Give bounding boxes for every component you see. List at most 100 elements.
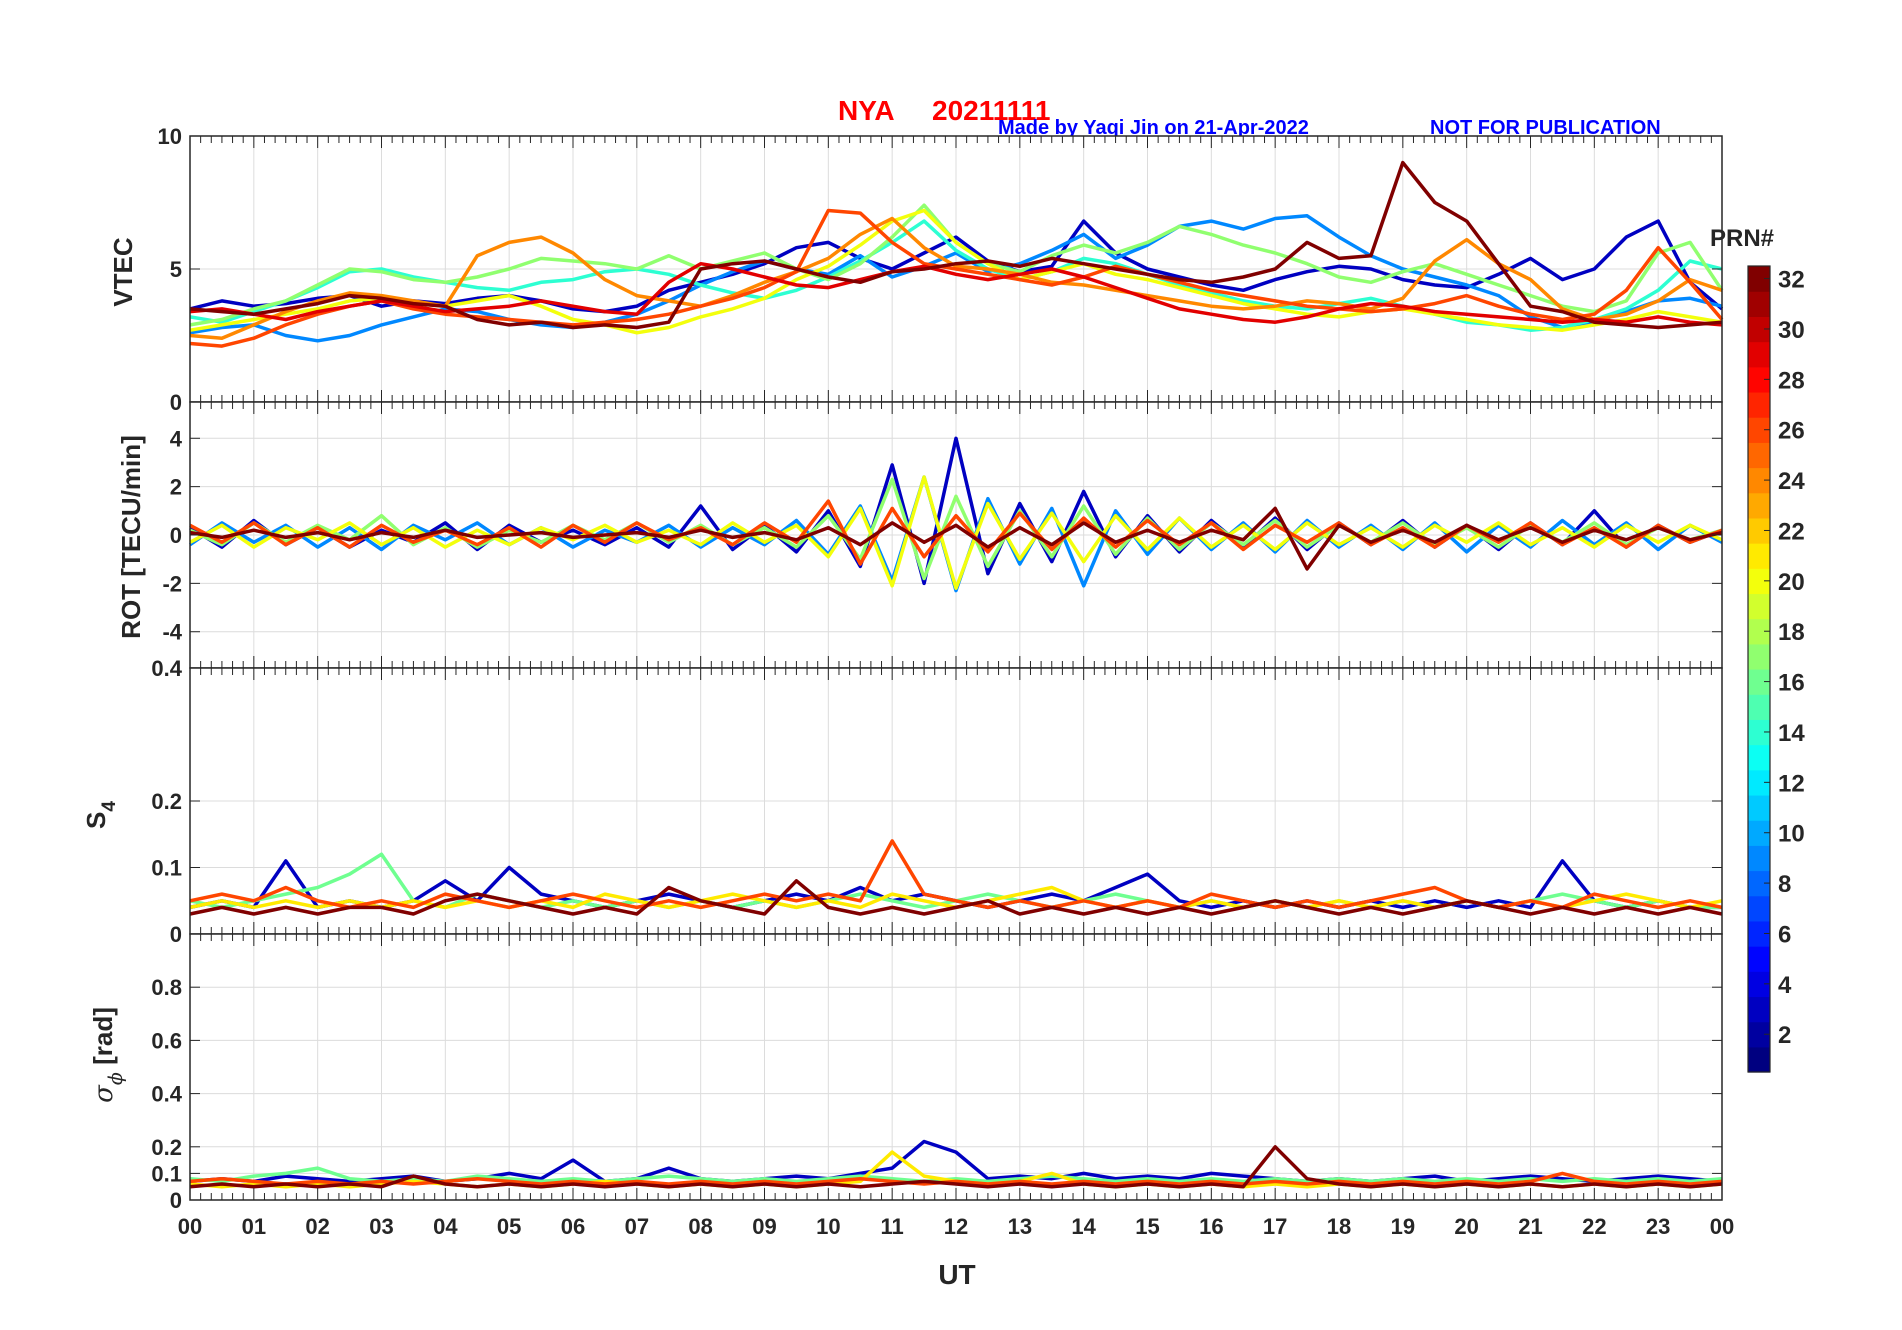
colorbar-tick-label: 20 <box>1778 569 1805 596</box>
colorbar-tick-label: 32 <box>1778 267 1805 294</box>
colorbar-tick-label: 14 <box>1778 720 1805 747</box>
s4-series <box>189 839 1723 916</box>
x-tick-label: 19 <box>1391 1214 1415 1239</box>
colorbar-swatch <box>1748 618 1770 645</box>
vtec-ylabel: VTEC <box>108 237 138 307</box>
x-tick-label: 21 <box>1518 1214 1542 1239</box>
sigma-ytick-label: 0.8 <box>151 975 182 1000</box>
sigma-ytick-label: 0.6 <box>151 1028 182 1053</box>
colorbar-swatch <box>1748 669 1770 695</box>
vtec-ytick-label: 5 <box>170 257 182 282</box>
colorbar-swatch <box>1748 820 1770 846</box>
sigma-ylabel: σϕ [rad] <box>88 1007 127 1103</box>
colorbar-tick-label: 10 <box>1778 821 1805 848</box>
x-tick-label: 13 <box>1008 1214 1032 1239</box>
prn-32-trace <box>189 1145 1723 1189</box>
colorbar-tick-label: 26 <box>1778 418 1805 445</box>
sigma-ytick-label: 0.4 <box>151 1082 182 1107</box>
x-tick-label: 15 <box>1135 1214 1159 1239</box>
colorbar-swatch <box>1748 996 1770 1023</box>
colorbar-swatch <box>1748 920 1770 947</box>
x-tick-label: 06 <box>561 1214 585 1239</box>
vtec-panel: 0 5 10 <box>158 124 1724 415</box>
colorbar-swatch <box>1748 794 1770 821</box>
x-tick-label: 14 <box>1071 1214 1096 1239</box>
sigma-ylabel-unit: [rad] <box>88 1007 118 1072</box>
colorbar-tick-label: 30 <box>1778 317 1805 344</box>
colorbar-swatch <box>1748 744 1770 771</box>
prn-32-trace <box>189 506 1723 571</box>
colorbar-swatch <box>1748 316 1770 343</box>
x-tick-label: 03 <box>369 1214 393 1239</box>
sigma-panel: 00.10.2 0.4 0.6 0.8 <box>151 933 1723 1213</box>
colorbar-swatch <box>1748 517 1770 544</box>
colorbar-swatch <box>1748 895 1770 922</box>
x-tick-label: 00 <box>178 1214 202 1239</box>
colorbar-swatch <box>1748 391 1770 418</box>
x-tick-label: 11 <box>881 1214 904 1239</box>
x-tick-label: 17 <box>1263 1214 1287 1239</box>
x-tick-label: 09 <box>752 1214 776 1239</box>
svg-text:σϕ [rad]: σϕ [rad] <box>88 1007 127 1103</box>
rot-ytick-label: 4 <box>170 426 183 451</box>
colorbar-tick-label: 2 <box>1778 1022 1791 1049</box>
prn-26-trace <box>189 208 1724 348</box>
colorbar-swatch <box>1748 971 1770 998</box>
colorbar-swatch <box>1748 291 1770 317</box>
x-tick-label: 16 <box>1199 1214 1223 1239</box>
vtec-ytick-label: 0 <box>170 390 182 415</box>
vtec-xticks <box>189 136 1723 402</box>
prn-17-trace <box>189 477 1723 581</box>
colorbar-tick-label: 24 <box>1778 468 1805 495</box>
x-tick-label: 01 <box>242 1214 266 1239</box>
colorbar-swatch <box>1748 643 1770 670</box>
x-tick-label: 23 <box>1646 1214 1670 1239</box>
colorbar-swatch <box>1748 543 1770 569</box>
colorbar-frame <box>1747 265 1771 1073</box>
s4-ytick-label: 0.1 <box>151 856 182 881</box>
prn-9-trace <box>189 214 1723 343</box>
s4-xticks <box>189 668 1723 934</box>
prn-32-trace <box>189 879 1723 916</box>
colorbar-tick-label: 12 <box>1778 770 1805 797</box>
s4-ylabel-sub: 4 <box>99 801 120 812</box>
colorbar-swatch <box>1748 366 1770 393</box>
x-tick-label: 08 <box>688 1214 712 1239</box>
sigma-ylabel-sub: ϕ <box>105 1072 127 1085</box>
date-title: 20211111 <box>932 95 1050 126</box>
sigma-ylabel-main: σ <box>89 1084 119 1103</box>
rot-ytick-label: -2 <box>162 571 182 596</box>
x-axis-label: UT <box>938 1259 975 1290</box>
s4-ylabel-main: S <box>81 812 111 829</box>
sigma-series <box>189 1139 1723 1189</box>
x-tick-label: 00 <box>1710 1214 1734 1239</box>
rot-grid <box>190 402 1722 668</box>
colorbar-tick-label: 28 <box>1778 367 1805 394</box>
colorbar-swatch <box>1748 266 1770 292</box>
x-tick-label: 18 <box>1327 1214 1351 1239</box>
colorbar-tick-label: 4 <box>1778 972 1792 999</box>
x-tick-labels: 00 01 02 03 04 05 06 07 08 09 10 11 12 13 14 15 16 17 18 19… <box>178 1214 1734 1239</box>
rot-panel: -4 -2 0 2 4 <box>162 401 1723 669</box>
x-tick-label: 12 <box>944 1214 968 1239</box>
colorbar-tick-label: 6 <box>1778 921 1791 948</box>
x-tick-label: 22 <box>1582 1214 1606 1239</box>
colorbar-swatch <box>1748 467 1770 494</box>
publication-notice: NOT FOR PUBLICATION <box>1430 117 1661 139</box>
vtec-series <box>189 160 1724 348</box>
vtec-ytick-label: 10 <box>158 124 182 149</box>
prn-20-trace <box>189 475 1723 590</box>
s4-ytick-label: 0 <box>170 922 182 947</box>
prn-29-trace <box>189 261 1723 327</box>
sigma-ytick-label: 0.2 <box>151 1135 182 1160</box>
colorbar-swatch <box>1748 593 1770 620</box>
station-title: NYA <box>838 95 895 126</box>
credit-note: Made by Yaqi Jin on 21-Apr-2022 <box>998 117 1309 139</box>
s4-ylabel: S4 <box>81 801 120 829</box>
colorbar-tick-label: 18 <box>1778 619 1805 646</box>
rot-ytick-label: -4 <box>162 620 182 645</box>
colorbar-tick-label: 8 <box>1778 871 1791 898</box>
colorbar-swatch <box>1748 341 1770 368</box>
